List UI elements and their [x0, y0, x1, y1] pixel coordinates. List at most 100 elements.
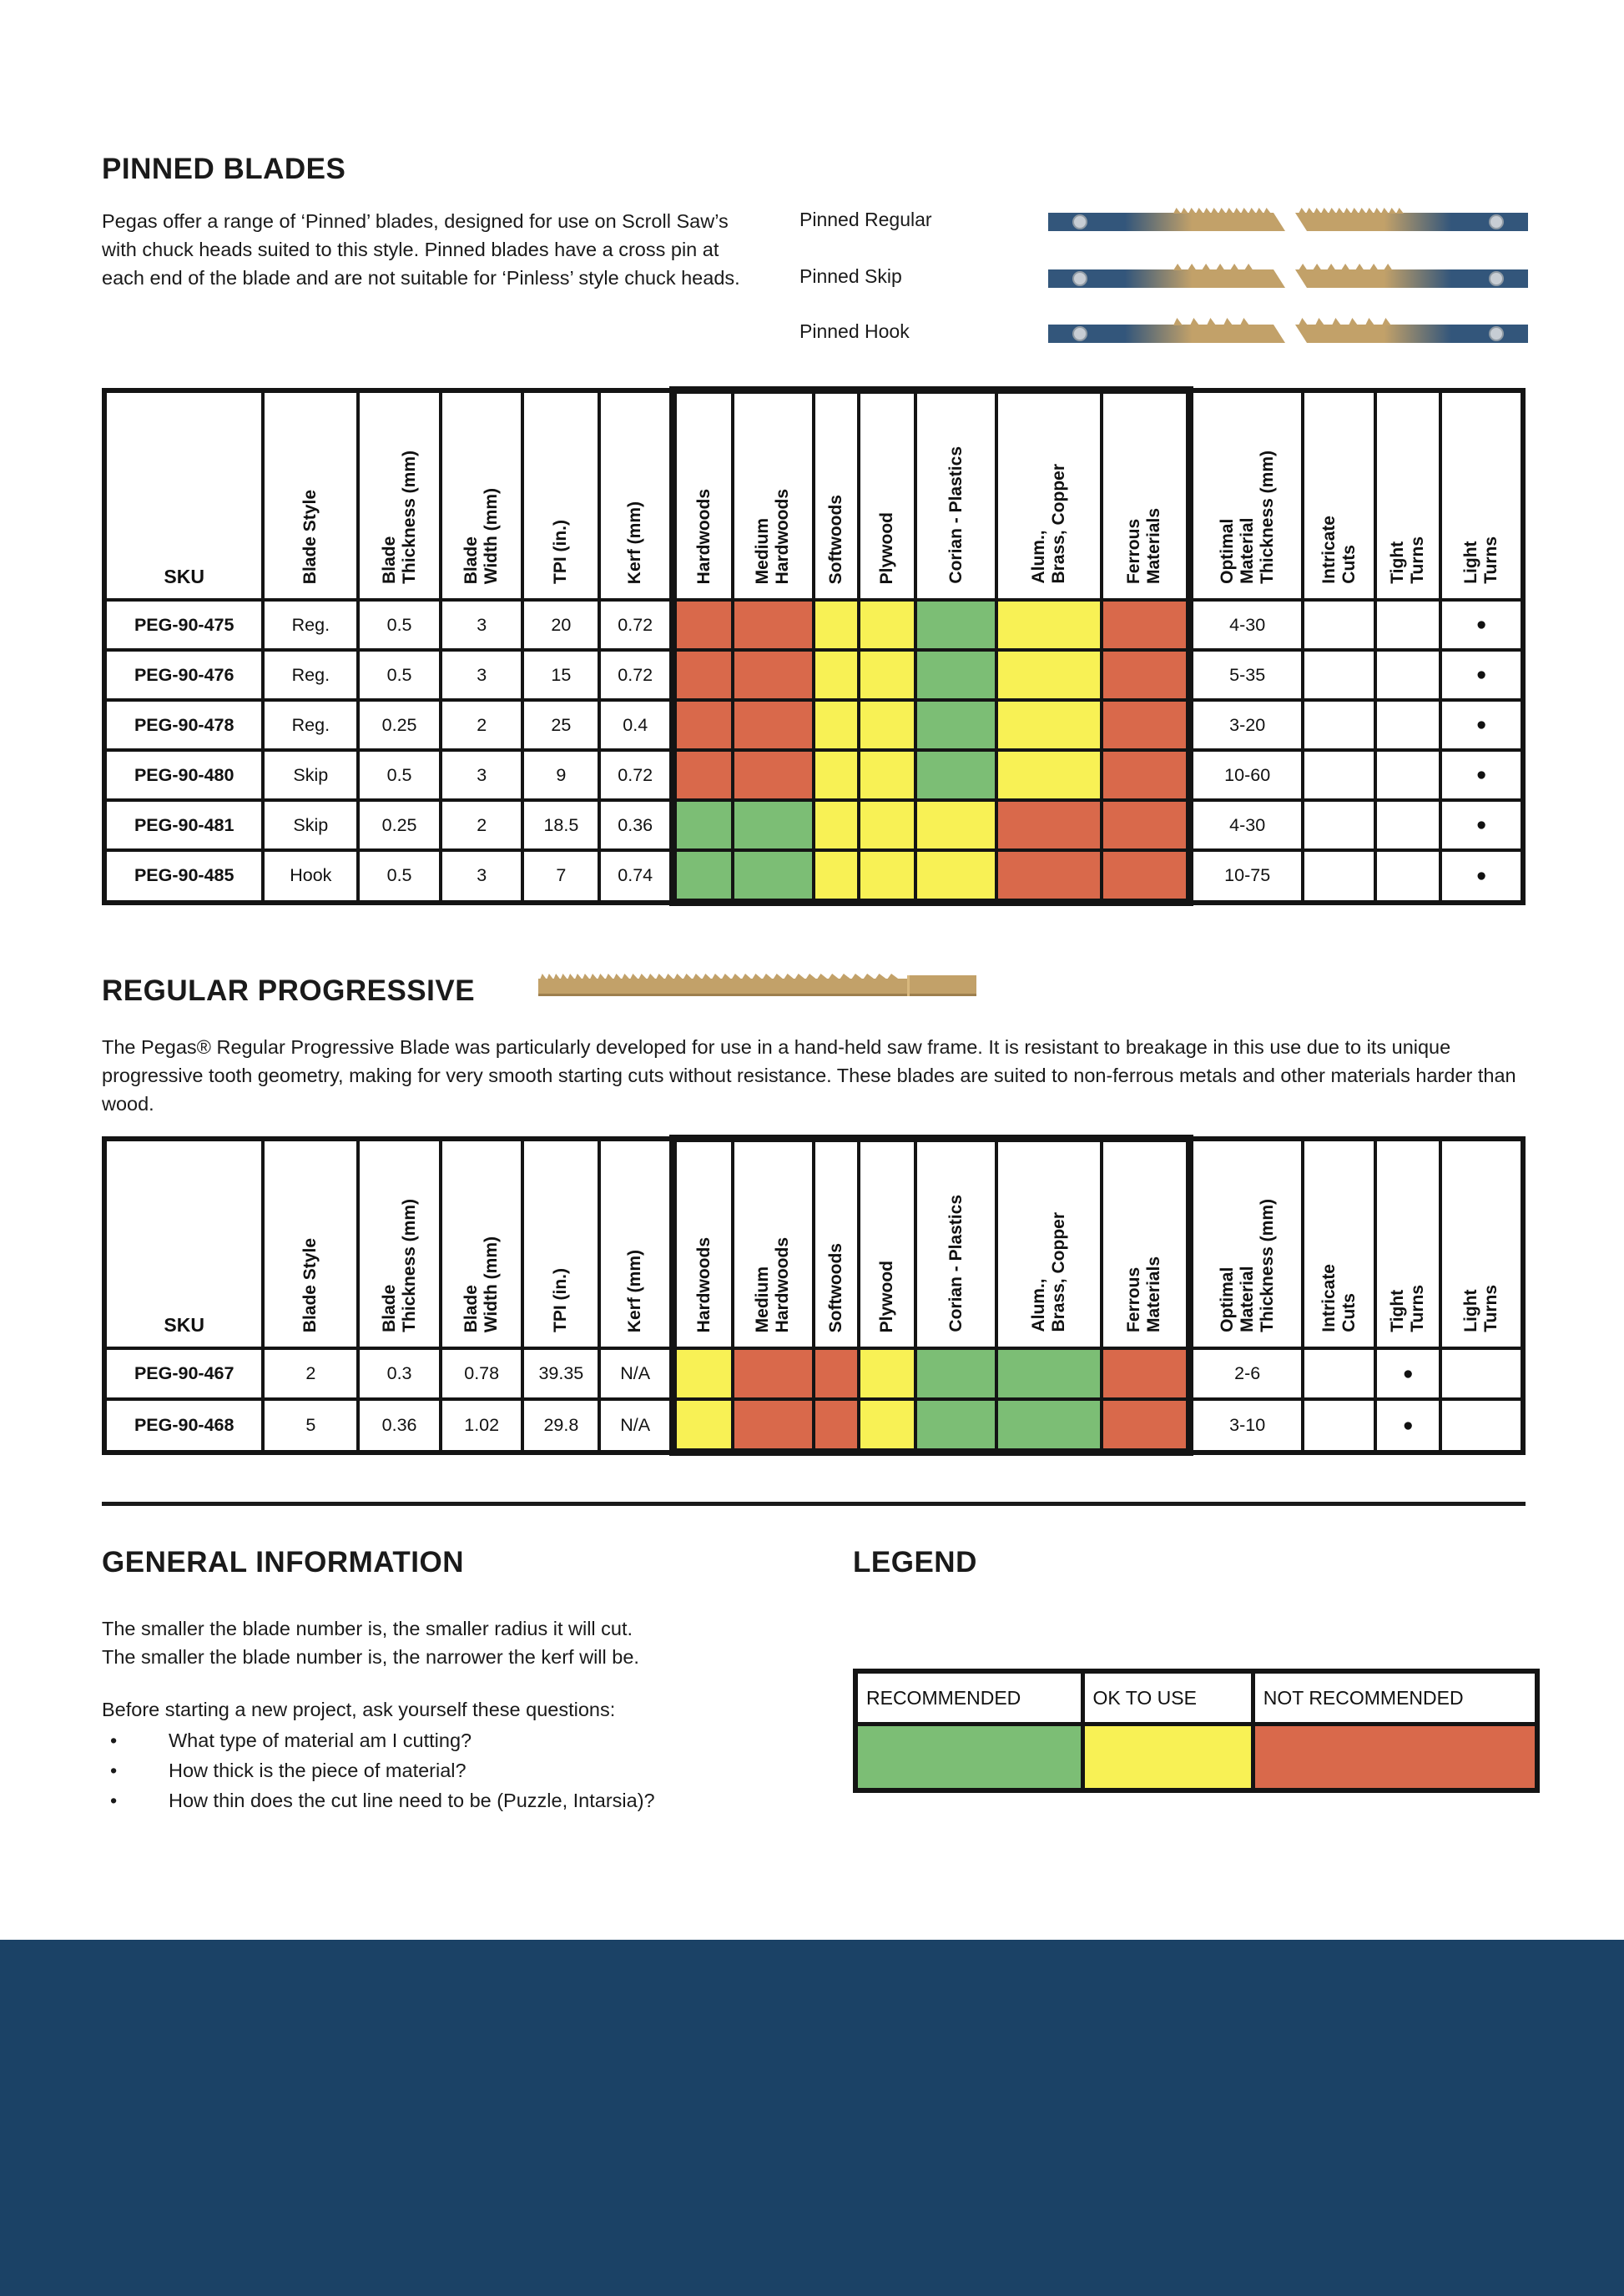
feature-dot-cell: ● [1374, 1347, 1443, 1401]
empty-cell [1301, 848, 1378, 904]
column-header-intricate: Intricate Cuts [1301, 1136, 1378, 1350]
column-header-tpi-in-: TPI (in.) [521, 388, 602, 602]
feature-dot-cell: ● [1374, 1397, 1443, 1454]
sku-cell: PEG-90-475 [102, 598, 265, 652]
material-rating-cell [669, 748, 735, 802]
value-cell: 0.74 [598, 848, 675, 904]
column-header-intricate: Intricate Cuts [1301, 388, 1378, 602]
value-cell: Skip [261, 798, 361, 852]
material-rating-cell [811, 698, 861, 752]
material-rating-cell [914, 848, 999, 906]
material-rating-cell [669, 598, 735, 652]
value-cell: 0.78 [438, 1347, 525, 1401]
pinned-blades-title: PINNED BLADES [102, 153, 346, 185]
value-cell: 0.5 [356, 598, 442, 652]
value-cell: 18.5 [521, 798, 602, 852]
blade-type-label-hook: Pinned Hook [799, 320, 910, 342]
optimal-thickness-cell: 10-75 [1188, 848, 1305, 904]
empty-cell [1374, 698, 1443, 752]
value-cell: 2 [261, 1347, 361, 1401]
value-cell: 3 [438, 748, 525, 802]
legend-label: NOT RECOMMENDED [1250, 1669, 1540, 1726]
value-cell: 20 [521, 598, 602, 652]
value-cell: Reg. [261, 598, 361, 652]
material-rating-cell [857, 648, 918, 702]
value-cell: 3 [438, 648, 525, 702]
column-header-medium: Medium Hardwoods [731, 1135, 815, 1350]
material-rating-cell [811, 748, 861, 802]
empty-cell [1301, 698, 1378, 752]
empty-cell [1374, 798, 1443, 852]
column-header-blade-style: Blade Style [261, 388, 361, 602]
value-cell: 0.4 [598, 698, 675, 752]
material-rating-cell [1100, 748, 1193, 802]
material-rating-cell [1100, 698, 1193, 752]
material-rating-cell [857, 848, 918, 906]
material-rating-cell [995, 1347, 1104, 1401]
column-header-kerf-mm-: Kerf (mm) [598, 388, 675, 602]
table-row: PEG-90-467 2 0.3 0.78 39.35 N/A 2-6 ● [102, 1347, 1525, 1401]
table-row: PEG-90-480 Skip 0.5 3 9 0.72 10-60 ● [102, 748, 1525, 802]
column-header-corian-plastics: Corian - Plastics [914, 386, 999, 602]
spec-table-header-row: SKU Blade Style Blade Thickness (mm) Blade … [102, 1135, 1525, 1350]
value-cell: 0.25 [356, 698, 442, 752]
column-header-light: Light Turns [1439, 388, 1525, 602]
material-rating-cell [731, 1397, 815, 1456]
column-header-blade: Blade Width (mm) [438, 388, 525, 602]
pinned-hook-blade-image [1048, 318, 1528, 343]
material-rating-cell [1100, 798, 1193, 852]
material-rating-cell [811, 598, 861, 652]
spec-table-header-row: SKU Blade Style Blade Thickness (mm) Blade … [102, 386, 1525, 602]
value-cell: 3 [438, 598, 525, 652]
table-row: PEG-90-468 5 0.36 1.02 29.8 N/A 3-10 ● [102, 1397, 1525, 1456]
material-rating-cell [995, 798, 1104, 852]
legend-label-row: RECOMMENDED OK TO USE NOT RECOMMENDED [853, 1669, 1540, 1726]
value-cell: Hook [261, 848, 361, 904]
optimal-thickness-cell: 4-30 [1188, 598, 1305, 652]
column-header-tpi-in-: TPI (in.) [521, 1136, 602, 1350]
column-header-softwoods: Softwoods [811, 386, 861, 602]
value-cell: N/A [598, 1347, 675, 1401]
material-rating-cell [811, 1347, 861, 1401]
material-rating-cell [995, 848, 1104, 906]
material-rating-cell [669, 848, 735, 906]
material-rating-cell [1100, 648, 1193, 702]
optimal-thickness-cell: 2-6 [1188, 1347, 1305, 1401]
material-rating-cell [857, 798, 918, 852]
column-header-hardwoods: Hardwoods [669, 1135, 735, 1350]
general-info-line-2: The smaller the blade number is, the nar… [102, 1646, 639, 1668]
material-rating-cell [857, 1347, 918, 1401]
table-row: PEG-90-476 Reg. 0.5 3 15 0.72 5-35 ● [102, 648, 1525, 702]
material-rating-cell [914, 598, 999, 652]
material-rating-cell [731, 648, 815, 702]
sku-cell: PEG-90-480 [102, 748, 265, 802]
column-header-ferrous: Ferrous Materials [1100, 1135, 1193, 1350]
material-rating-cell [669, 1347, 735, 1401]
material-rating-cell [857, 698, 918, 752]
material-rating-cell [857, 598, 918, 652]
legend-label: RECOMMENDED [853, 1669, 1085, 1726]
empty-cell [1374, 848, 1443, 904]
table-row: PEG-90-485 Hook 0.5 3 7 0.74 10-75 ● [102, 848, 1525, 906]
value-cell: 0.3 [356, 1347, 442, 1401]
empty-cell [1374, 648, 1443, 702]
value-cell: 7 [521, 848, 602, 904]
question-item: • How thin does the cut line need to be (… [102, 1785, 655, 1815]
empty-cell [1301, 598, 1378, 652]
material-rating-cell [914, 1397, 999, 1456]
column-header-kerf-mm-: Kerf (mm) [598, 1136, 675, 1350]
footer: Available at carbatec® THE HOME OF WOODW… [0, 1940, 1624, 2296]
material-rating-cell [731, 798, 815, 852]
empty-cell [1301, 748, 1378, 802]
optimal-thickness-cell: 10-60 [1188, 748, 1305, 802]
value-cell: 0.5 [356, 748, 442, 802]
progressive-spec-table: SKU Blade Style Blade Thickness (mm) Blade … [102, 1135, 1526, 1456]
material-rating-cell [995, 698, 1104, 752]
column-header-optimal: Optimal Material Thickness (mm) [1188, 388, 1305, 602]
column-header-softwoods: Softwoods [811, 1135, 861, 1350]
question-item: • What type of material am I cutting? [102, 1725, 655, 1755]
general-info-question-list: • What type of material am I cutting? • Ho… [102, 1725, 655, 1815]
value-cell: 0.25 [356, 798, 442, 852]
column-header-corian-plastics: Corian - Plastics [914, 1135, 999, 1350]
